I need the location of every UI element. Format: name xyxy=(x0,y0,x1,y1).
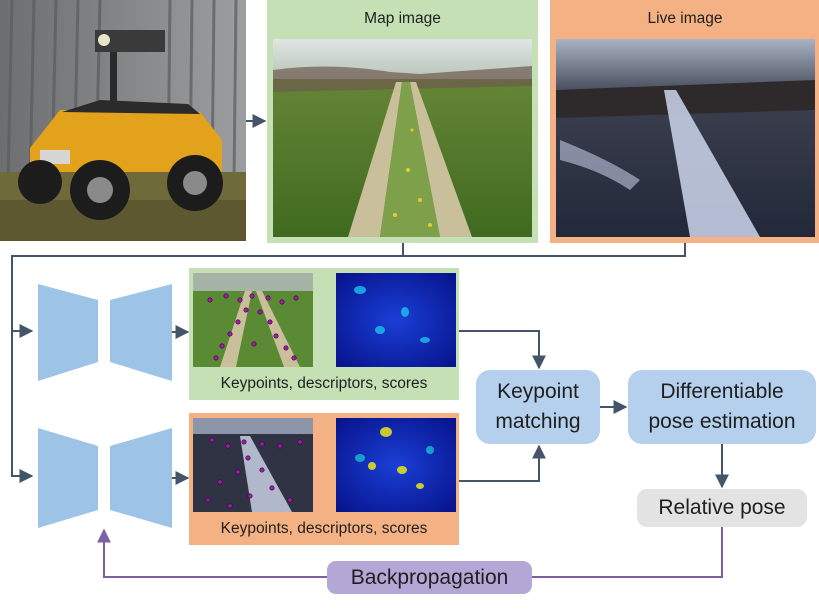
relative-pose-node xyxy=(637,489,807,527)
map-keypoints-image xyxy=(193,273,313,367)
live-image-title: Live image xyxy=(647,10,723,27)
map-features-panel xyxy=(189,268,459,400)
pose-estimation-label: Differentiable pose estimation xyxy=(648,380,796,433)
backpropagation-label: Backpropagation xyxy=(350,565,509,589)
backpropagation-node xyxy=(327,561,532,594)
live-features-caption: Keypoints, descriptors, scores xyxy=(220,520,428,537)
network-bottom xyxy=(38,428,172,528)
backprop-line-left xyxy=(97,528,327,578)
live-keypoints-image xyxy=(193,418,313,512)
map-image-panel xyxy=(267,0,538,243)
live-features-to-matching-arrow xyxy=(459,444,546,482)
robot-photo xyxy=(0,0,246,241)
map-features-caption: Keypoints, descriptors, scores xyxy=(220,375,428,392)
map-image-title: Map image xyxy=(364,10,441,27)
live-image-panel xyxy=(550,0,819,243)
relative-pose-label: Relative pose xyxy=(658,496,786,519)
map-scores-heatmap xyxy=(336,273,456,367)
network-top xyxy=(38,284,172,381)
map-image-photo xyxy=(273,39,532,237)
keypoint-matching-node xyxy=(476,370,600,444)
live-scores-heatmap xyxy=(336,418,456,512)
map-features-to-matching-arrow xyxy=(459,330,546,370)
pose-estimation-node xyxy=(628,370,816,444)
backprop-line-right xyxy=(532,527,723,578)
live-to-network-arrow xyxy=(11,243,686,483)
live-image-photo xyxy=(556,39,815,237)
keypoint-matching-label: Keypoint matching xyxy=(495,380,581,433)
live-features-panel xyxy=(189,413,459,545)
